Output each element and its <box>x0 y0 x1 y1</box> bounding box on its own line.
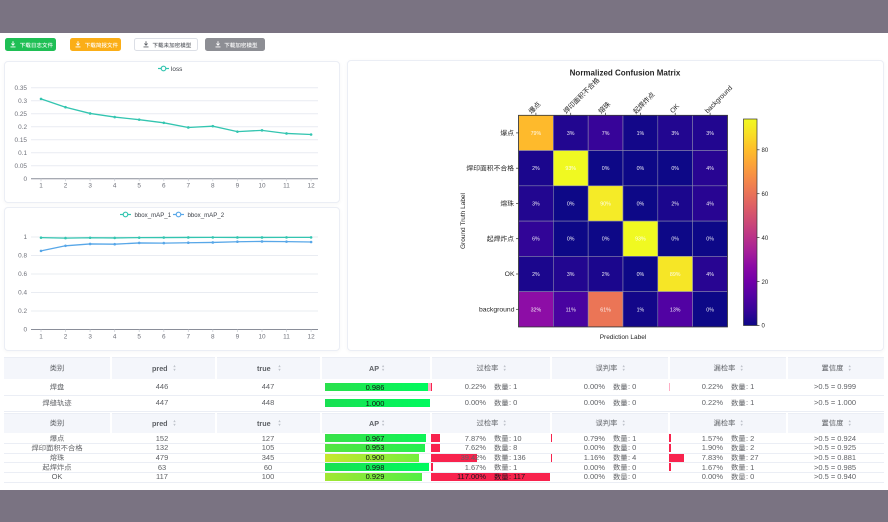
svg-text:0%: 0% <box>566 202 574 208</box>
svg-text:0.2: 0.2 <box>18 308 27 315</box>
svg-text:3%: 3% <box>671 131 679 137</box>
svg-text:2%: 2% <box>532 272 540 278</box>
svg-text:60: 60 <box>761 192 768 198</box>
svg-text:0.35: 0.35 <box>15 85 28 92</box>
svg-text:2: 2 <box>64 183 68 190</box>
svg-text:1%: 1% <box>636 131 644 137</box>
svg-text:4: 4 <box>113 183 117 190</box>
svg-text:6%: 6% <box>532 237 540 243</box>
svg-text:background: background <box>478 307 514 314</box>
svg-text:4%: 4% <box>706 166 714 172</box>
svg-text:32%: 32% <box>530 307 541 313</box>
svg-text:0%: 0% <box>566 237 574 243</box>
svg-text:20: 20 <box>761 280 768 286</box>
svg-text:2%: 2% <box>671 202 679 208</box>
svg-text:4%: 4% <box>706 272 714 278</box>
svg-text:0%: 0% <box>706 237 714 243</box>
svg-text:1: 1 <box>39 334 43 341</box>
svg-text:4%: 4% <box>706 202 714 208</box>
svg-text:0.2: 0.2 <box>18 124 27 131</box>
svg-text:5: 5 <box>137 334 141 341</box>
svg-text:3: 3 <box>88 183 92 190</box>
svg-text:loss: loss <box>171 66 182 73</box>
svg-text:Normalized Confusion Matrix: Normalized Confusion Matrix <box>569 69 680 78</box>
svg-text:3%: 3% <box>566 131 574 137</box>
svg-text:4: 4 <box>113 334 117 341</box>
svg-text:0.8: 0.8 <box>18 253 27 260</box>
svg-text:3: 3 <box>88 334 92 341</box>
svg-text:90%: 90% <box>600 202 611 208</box>
svg-text:8: 8 <box>211 334 215 341</box>
svg-text:0%: 0% <box>636 272 644 278</box>
svg-text:6: 6 <box>162 183 166 190</box>
svg-text:93%: 93% <box>565 166 576 172</box>
svg-text:5: 5 <box>137 183 141 190</box>
svg-text:0.15: 0.15 <box>15 137 28 144</box>
svg-text:80: 80 <box>761 148 768 154</box>
svg-text:0.3: 0.3 <box>18 98 27 105</box>
svg-text:12: 12 <box>308 183 316 190</box>
svg-text:61%: 61% <box>600 307 611 313</box>
svg-text:0: 0 <box>23 176 27 183</box>
svg-text:0%: 0% <box>636 166 644 172</box>
svg-text:1: 1 <box>39 183 43 190</box>
svg-text:bbox_mAP_1: bbox_mAP_1 <box>135 212 172 219</box>
svg-text:1: 1 <box>23 234 27 241</box>
svg-text:0: 0 <box>23 327 27 334</box>
svg-text:10: 10 <box>258 183 266 190</box>
svg-text:0%: 0% <box>601 166 609 172</box>
svg-text:93%: 93% <box>635 237 646 243</box>
svg-text:0%: 0% <box>671 237 679 243</box>
svg-text:0%: 0% <box>601 237 609 243</box>
svg-text:11%: 11% <box>565 307 575 313</box>
svg-text:9: 9 <box>236 183 240 190</box>
svg-text:0.6: 0.6 <box>18 271 27 278</box>
svg-text:9: 9 <box>236 334 240 341</box>
svg-text:0%: 0% <box>706 307 714 313</box>
svg-text:bbox_mAP_2: bbox_mAP_2 <box>188 212 225 219</box>
svg-text:79%: 79% <box>530 131 541 137</box>
svg-text:OK: OK <box>669 103 681 115</box>
svg-text:11: 11 <box>283 183 290 190</box>
svg-text:8: 8 <box>211 183 215 190</box>
svg-text:11: 11 <box>283 334 290 341</box>
svg-text:0%: 0% <box>671 166 679 172</box>
svg-text:OK: OK <box>504 271 514 278</box>
svg-text:0%: 0% <box>636 202 644 208</box>
svg-text:0.25: 0.25 <box>15 111 28 118</box>
svg-text:0.4: 0.4 <box>18 290 27 297</box>
svg-text:1%: 1% <box>636 307 644 313</box>
svg-text:2%: 2% <box>601 272 609 278</box>
svg-text:7: 7 <box>187 334 191 341</box>
svg-text:0: 0 <box>761 324 765 330</box>
svg-text:background: background <box>704 85 734 115</box>
svg-text:7%: 7% <box>601 131 609 137</box>
svg-text:3%: 3% <box>566 272 574 278</box>
svg-text:3%: 3% <box>532 202 540 208</box>
svg-text:12: 12 <box>308 334 316 341</box>
svg-text:10: 10 <box>258 334 266 341</box>
svg-text:Ground Truth Label: Ground Truth Label <box>460 192 467 249</box>
svg-text:0.05: 0.05 <box>15 163 28 170</box>
svg-text:Prediction Label: Prediction Label <box>599 334 646 341</box>
svg-text:7: 7 <box>187 183 191 190</box>
svg-text:3%: 3% <box>706 131 714 137</box>
svg-text:6: 6 <box>162 334 166 341</box>
svg-text:0.1: 0.1 <box>18 150 27 157</box>
svg-text:13%: 13% <box>669 307 680 313</box>
svg-text:89%: 89% <box>669 272 680 278</box>
svg-text:2%: 2% <box>532 166 540 172</box>
svg-text:40: 40 <box>761 236 768 242</box>
svg-text:2: 2 <box>64 334 68 341</box>
